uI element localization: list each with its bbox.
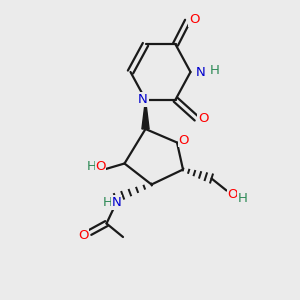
Text: H: H (87, 160, 96, 173)
Text: N: N (112, 196, 121, 209)
Text: O: O (95, 160, 106, 173)
Polygon shape (142, 100, 149, 129)
Text: H: H (103, 196, 113, 209)
Text: N: N (138, 93, 148, 106)
Text: O: O (198, 112, 208, 125)
Text: O: O (189, 13, 199, 26)
Text: H: H (210, 64, 220, 77)
Text: H: H (238, 192, 248, 205)
Text: O: O (78, 229, 89, 242)
Text: N: N (196, 65, 206, 79)
Text: O: O (227, 188, 238, 201)
Text: O: O (178, 134, 189, 147)
